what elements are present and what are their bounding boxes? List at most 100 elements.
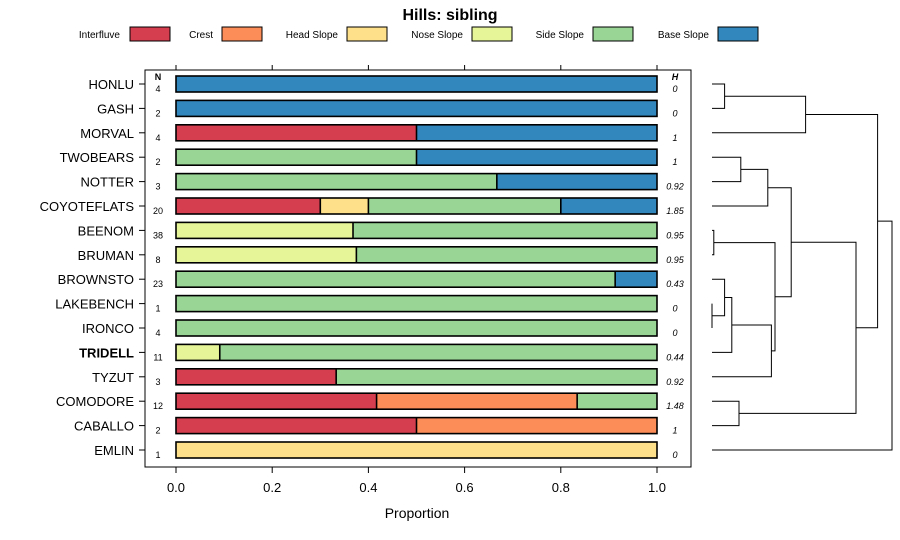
legend-swatch: [346, 26, 388, 42]
site-label: GASH: [97, 101, 134, 116]
legend-label: Nose Slope: [411, 30, 463, 41]
site-label: IRONCO: [82, 321, 134, 336]
site-h-value: 0: [672, 328, 677, 338]
site-h-value: 0: [672, 84, 677, 94]
bar-segment: [176, 417, 417, 434]
site-n-value: 11: [153, 352, 162, 362]
site-label: BEENOM: [78, 223, 134, 238]
bar-outline: [175, 392, 658, 411]
legend-swatch: [221, 26, 263, 42]
site-label: BRUMAN: [78, 248, 134, 263]
site-n-value: 1: [155, 450, 160, 460]
legend-swatch: [471, 26, 513, 42]
dendrogram-branch: [713, 242, 776, 352]
dendrogram-branch: [712, 278, 726, 317]
site-h-value: 0.92: [666, 377, 684, 387]
site-n-value: 4: [155, 328, 160, 338]
x-tick-label: 0.2: [263, 480, 281, 495]
bar-segment: [368, 198, 561, 214]
bar-outline: [175, 172, 658, 191]
bar-outline: [175, 75, 658, 93]
dendrogram-branch: [712, 83, 726, 109]
site-n-value: 12: [153, 401, 163, 411]
bar-segment: [176, 320, 657, 336]
site-h-value: 0.95: [666, 230, 685, 240]
dendrogram-branch: [712, 297, 733, 353]
bar-segment: [496, 173, 657, 190]
bar-segment: [176, 246, 357, 263]
dendrogram-branch: [712, 220, 893, 451]
bar-segment: [577, 393, 658, 410]
dendrogram-branch: [712, 95, 807, 134]
site-n-value: 20: [153, 206, 163, 216]
site-h-value: 0: [672, 304, 677, 314]
bar-outline: [175, 99, 658, 118]
site-label: MORVAL: [80, 126, 134, 141]
bar-segment: [416, 124, 657, 141]
bar-segment: [353, 222, 657, 239]
dendrogram-branch: [805, 114, 879, 329]
x-tick-label: 0.6: [456, 480, 474, 495]
bar-segment: [376, 393, 578, 410]
bar-outline: [175, 294, 658, 313]
bar-segment: [176, 368, 337, 385]
site-label: HONLU: [88, 77, 134, 92]
site-n-value: 23: [153, 279, 163, 289]
n-column-header: N: [155, 72, 162, 82]
site-label: NOTTER: [81, 175, 134, 190]
bar-segment: [176, 271, 616, 288]
site-n-value: 2: [155, 426, 160, 436]
legend-swatch: [717, 26, 759, 42]
legend-label: Base Slope: [658, 30, 710, 41]
legend-swatch: [592, 26, 634, 42]
legend-label: Side Slope: [536, 30, 585, 41]
bar-segment: [336, 368, 657, 385]
bar-segment: [219, 344, 657, 361]
legend-label: Crest: [189, 30, 213, 41]
bar-outline: [175, 221, 658, 240]
bar-segment: [176, 198, 321, 214]
site-h-value: 0: [672, 450, 677, 460]
site-n-value: 1: [155, 304, 160, 314]
site-n-value: 2: [155, 108, 160, 118]
bar-segment: [356, 246, 657, 263]
dendrogram-branch: [712, 229, 715, 256]
site-n-value: 38: [153, 230, 163, 240]
chart-title: Hills: sibling: [402, 7, 497, 24]
legend-label: Interfluve: [79, 30, 121, 41]
site-label: BROWNSTO: [58, 272, 134, 287]
bar-segment: [615, 271, 657, 288]
dendrogram-branch: [712, 324, 772, 378]
site-h-value: 0.92: [666, 182, 684, 192]
bar-outline: [175, 197, 658, 215]
bar-segment: [176, 149, 417, 166]
dendrogram-branch: [712, 400, 740, 427]
legend-swatch: [129, 26, 171, 42]
site-label: COYOTEFLATS: [40, 199, 135, 214]
bar-segment: [176, 295, 657, 312]
site-n-value: 3: [155, 182, 160, 192]
site-label: COMODORE: [56, 394, 134, 409]
site-h-value: 1.85: [666, 206, 685, 216]
site-n-value: 4: [155, 133, 160, 143]
legend-label: Head Slope: [286, 30, 339, 41]
dendrogram-branch: [739, 241, 857, 414]
x-tick-label: 0.0: [167, 480, 185, 495]
site-h-value: 1: [672, 157, 677, 167]
dendrogram: [711, 83, 893, 451]
bar-segment: [176, 442, 657, 458]
site-h-value: 1: [672, 133, 677, 143]
bar-segment: [176, 100, 657, 117]
site-n-value: 2: [155, 157, 160, 167]
bar-outline: [175, 319, 658, 337]
bar-segment: [176, 393, 377, 410]
bar-outline: [175, 343, 658, 362]
bar-outline: [175, 367, 658, 386]
dendrogram-branch: [712, 168, 769, 207]
bar-outline: [175, 246, 658, 264]
site-label: LAKEBENCH: [55, 297, 134, 312]
site-h-value: 1: [672, 426, 677, 436]
bar-segment: [176, 124, 417, 141]
